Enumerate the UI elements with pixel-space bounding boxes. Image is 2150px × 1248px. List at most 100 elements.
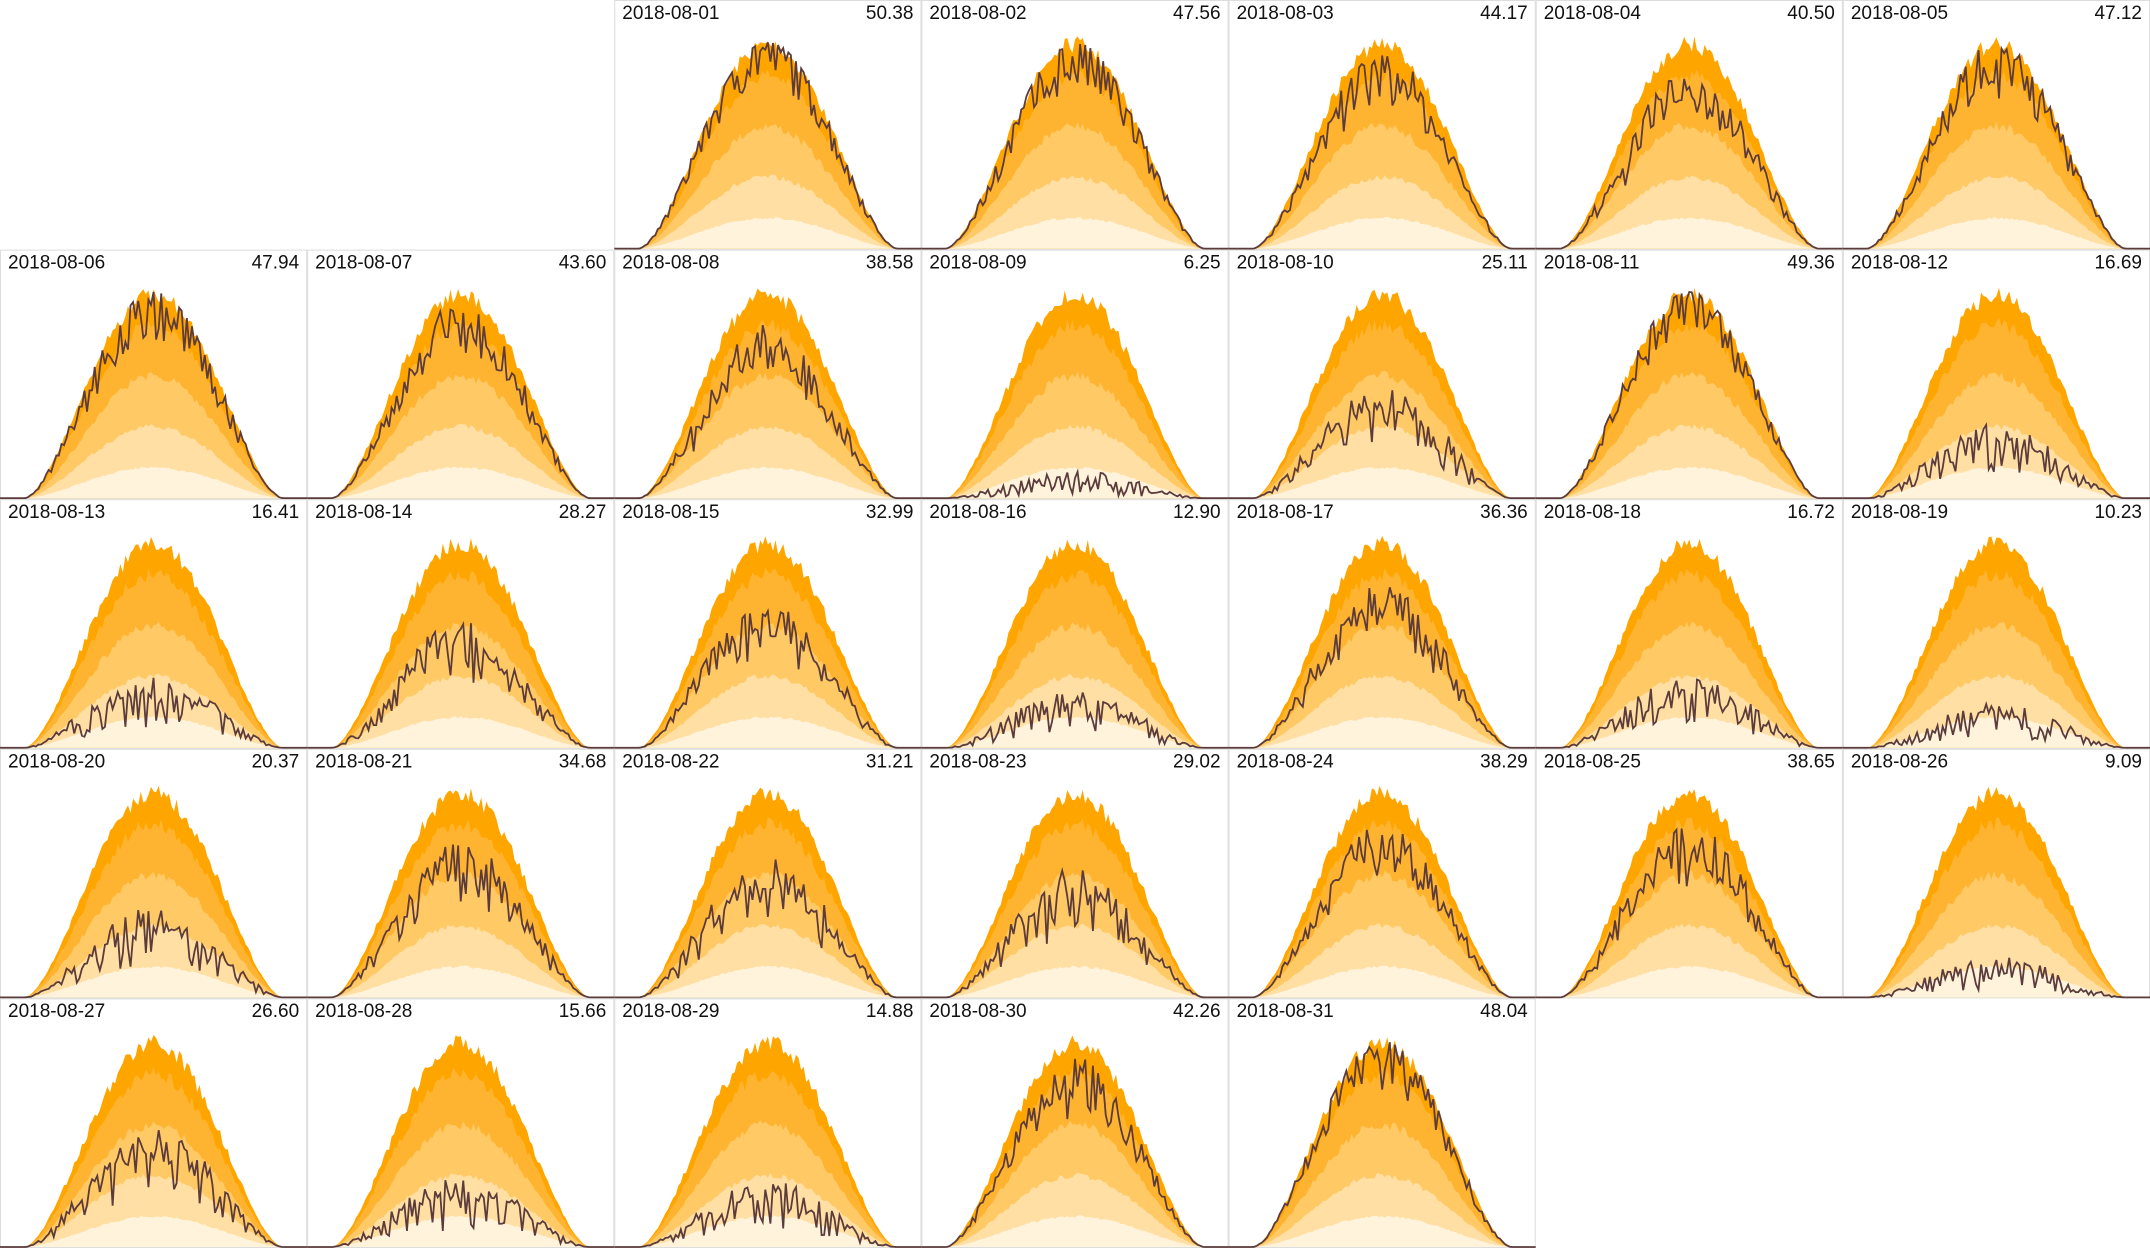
date-label: 2018-08-18 [1544, 502, 1641, 523]
value-label: 16.41 [252, 502, 300, 523]
cell-border [921, 748, 1229, 999]
date-label: 2018-08-13 [8, 502, 105, 523]
value-label: 42.26 [1173, 1001, 1221, 1022]
day-cell: 2018-08-28 15.66 [307, 998, 615, 1248]
value-label: 28.27 [559, 502, 607, 523]
day-cell: 2018-08-23 29.02 [921, 748, 1229, 999]
envelope-band [1228, 216, 1536, 249]
cell-border [1228, 0, 1536, 250]
envelope-band [1535, 466, 1843, 499]
envelope-band [0, 966, 308, 998]
value-label: 16.72 [1787, 502, 1835, 523]
value-label: 26.60 [252, 1001, 300, 1022]
value-label: 20.37 [252, 752, 300, 773]
cell-border [1228, 748, 1536, 999]
envelope-band [1535, 716, 1843, 748]
envelope-band [614, 425, 922, 499]
production-line [1535, 678, 1843, 749]
value-label: 44.17 [1480, 3, 1528, 24]
envelope-band [0, 424, 308, 499]
envelope-band [307, 716, 615, 748]
envelope-band [1842, 175, 2150, 249]
envelope-band [307, 675, 615, 748]
date-label: 2018-08-06 [8, 252, 105, 273]
envelope-band [1228, 716, 1536, 748]
cell-border [307, 249, 615, 500]
date-label: 2018-08-23 [929, 752, 1026, 773]
value-label: 6.25 [1184, 252, 1221, 273]
envelope-band [1228, 424, 1536, 499]
day-cell: 2018-08-27 26.60 [0, 998, 308, 1248]
day-cell: 2018-08-30 42.26 [921, 998, 1229, 1248]
production-line [921, 866, 1229, 999]
date-label: 2018-08-07 [315, 252, 412, 273]
value-label: 48.04 [1480, 1001, 1528, 1022]
production-line [0, 291, 308, 500]
date-label: 2018-08-28 [315, 1001, 412, 1022]
value-label: 32.99 [866, 502, 914, 523]
day-cell: 2018-08-24 38.29 [1228, 748, 1536, 999]
day-cell: 2018-08-19 10.23 [1842, 499, 2150, 749]
day-cell: 2018-08-08 38.58 [614, 249, 922, 500]
date-label: 2018-08-31 [1237, 1001, 1334, 1022]
day-cell: 2018-08-14 28.27 [307, 499, 615, 749]
cell-border [1535, 499, 1843, 749]
day-cell: 2018-08-10 25.11 [1228, 249, 1536, 500]
date-label: 2018-08-17 [1237, 502, 1334, 523]
production-line [307, 620, 615, 749]
day-cell: 2018-08-03 44.17 [1228, 0, 1536, 250]
production-line [614, 324, 922, 500]
production-line [1228, 1042, 1536, 1248]
production-line [921, 692, 1229, 749]
envelope-band [307, 924, 615, 998]
value-label: 31.21 [866, 752, 914, 773]
date-label: 2018-08-09 [929, 252, 1026, 273]
date-label: 2018-08-25 [1544, 752, 1641, 773]
envelope-band [1535, 175, 1843, 249]
production-line [1535, 78, 1843, 250]
date-label: 2018-08-20 [8, 752, 105, 773]
value-label: 43.60 [559, 252, 607, 273]
day-cell: 2018-08-17 36.36 [1228, 499, 1536, 749]
production-line [1842, 701, 2150, 749]
envelope-band [614, 965, 922, 998]
date-label: 2018-08-02 [929, 3, 1026, 24]
envelope-band [1535, 217, 1843, 249]
envelope-band [614, 1215, 922, 1247]
day-cell: 2018-08-01 50.38 [614, 0, 922, 250]
cell-border [1535, 748, 1843, 999]
value-label: 12.90 [1173, 502, 1221, 523]
production-line [921, 43, 1229, 250]
cell-border [614, 0, 922, 250]
value-label: 38.58 [866, 252, 914, 273]
day-cell: 2018-08-09 6.25 [921, 249, 1229, 500]
cell-border [1535, 249, 1843, 500]
cell-border [307, 748, 615, 999]
value-label: 47.56 [1173, 3, 1221, 24]
envelope-band [614, 716, 922, 748]
envelope-band [1228, 674, 1536, 748]
day-cell: 2018-08-16 12.90 [921, 499, 1229, 749]
date-label: 2018-08-29 [622, 1001, 719, 1022]
envelope-band [1535, 424, 1843, 499]
date-label: 2018-08-30 [929, 1001, 1026, 1022]
envelope-band [0, 1173, 308, 1247]
envelope-band [614, 924, 922, 998]
envelope-band [1228, 923, 1536, 998]
date-label: 2018-08-11 [1544, 252, 1640, 273]
value-label: 49.36 [1787, 252, 1835, 273]
envelope-band [1535, 965, 1843, 998]
envelope-band [1228, 175, 1536, 249]
envelope-band [614, 217, 922, 249]
production-line [614, 859, 922, 999]
production-line [1842, 45, 2150, 250]
envelope-band [307, 1173, 615, 1247]
date-label: 2018-08-08 [622, 252, 719, 273]
day-cell: 2018-08-26 9.09 [1842, 748, 2150, 999]
production-line [0, 677, 308, 749]
value-label: 47.12 [2094, 3, 2142, 24]
value-label: 25.11 [1482, 252, 1528, 273]
cell-border [0, 748, 308, 999]
envelope-band [1228, 965, 1536, 998]
